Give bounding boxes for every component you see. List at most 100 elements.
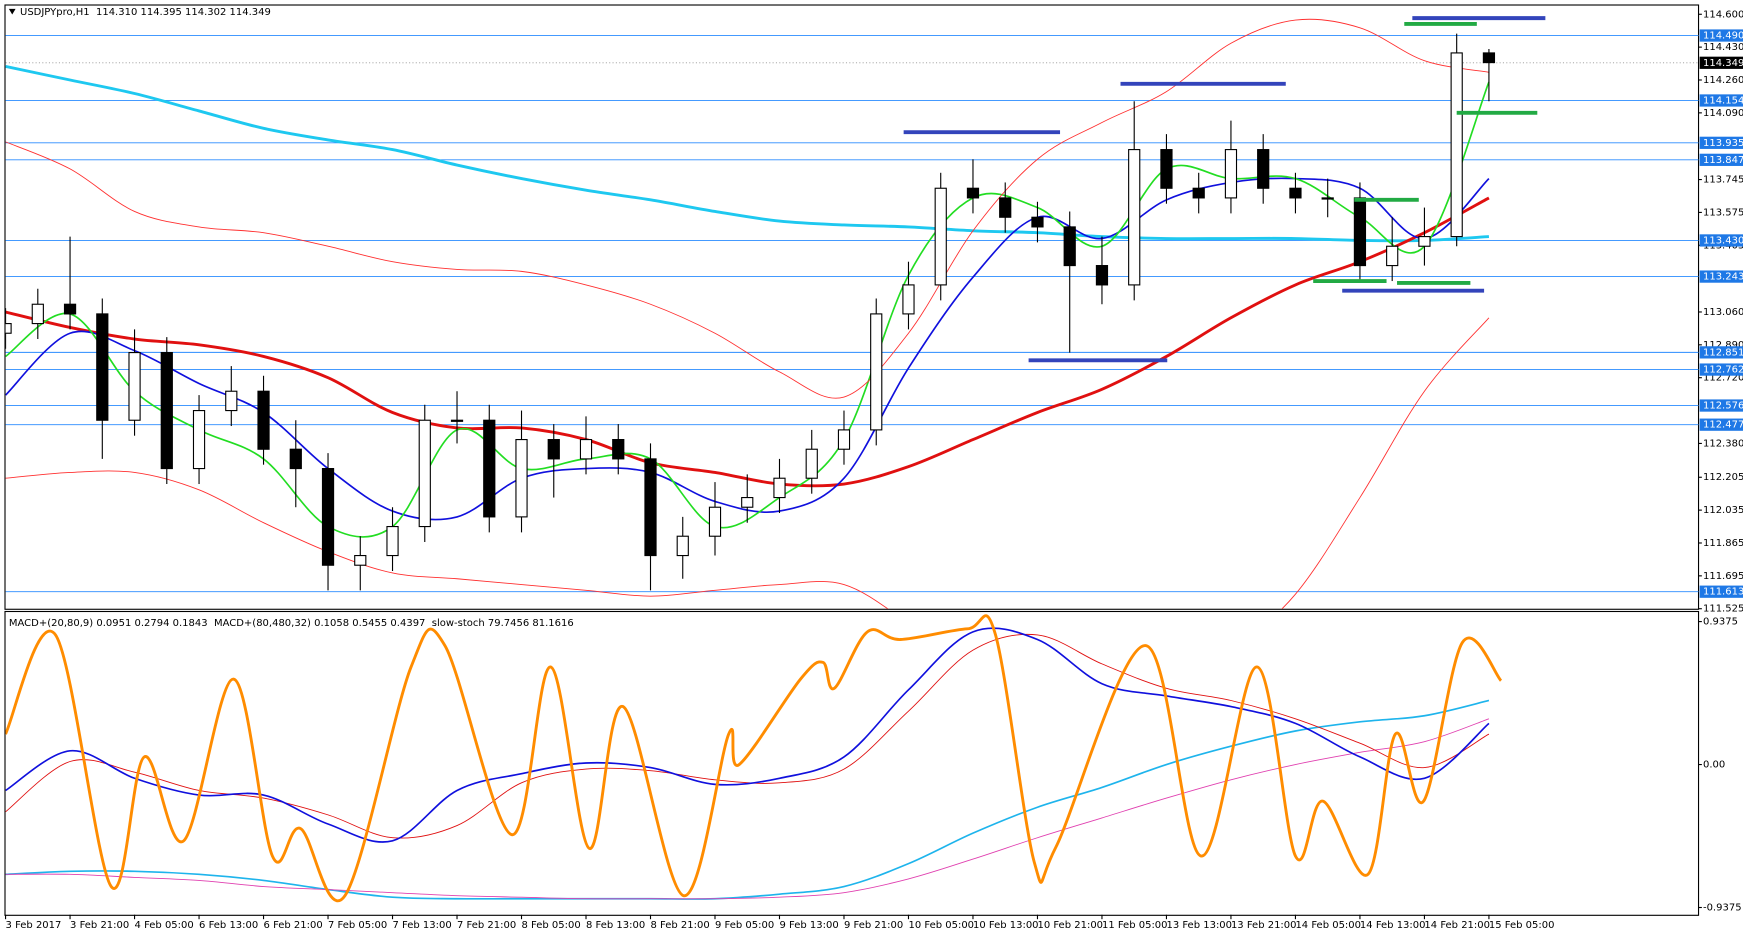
- level-tag: [1699, 399, 1743, 412]
- candle-body: [644, 458, 657, 557]
- candle-body: [1450, 52, 1463, 238]
- current-price-label: 114.349: [1703, 58, 1743, 69]
- x-tick-label: 6 Feb 21:00: [264, 920, 323, 931]
- x-tick-label: 13 Feb 21:00: [1231, 920, 1297, 931]
- candle-body: [483, 419, 496, 518]
- candle-body: [612, 439, 625, 460]
- level-label: 113.243: [1703, 272, 1743, 283]
- x-tick-label: 15 Feb 05:00: [1489, 920, 1555, 931]
- indicator-header: MACD+(20,80,9) 0.0951 0.2794 0.1843 MACD…: [9, 618, 574, 629]
- y-tick-label: 114.090: [1703, 108, 1743, 119]
- candle-body: [837, 429, 851, 450]
- candle-body: [5, 323, 12, 334]
- price-header: USDJPYpro,H1 114.310 114.395 114.302 114…: [20, 7, 271, 18]
- candle-body: [579, 439, 593, 460]
- y-tick-label: 0.9375: [1703, 617, 1738, 628]
- level-label: 113.847: [1703, 155, 1743, 166]
- x-tick-label: 7 Feb 13:00: [393, 920, 452, 931]
- candle-body: [418, 419, 431, 528]
- candle-body: [257, 390, 270, 450]
- level-tag: [1699, 94, 1743, 107]
- y-tick-label: -0.9375: [1703, 902, 1742, 913]
- candle-body: [321, 468, 335, 566]
- candle-body: [1160, 149, 1173, 189]
- y-tick-label: 0.00: [1703, 760, 1725, 771]
- x-tick-label: 11 Feb 05:00: [1102, 920, 1168, 931]
- y-tick-label: 112.035: [1703, 505, 1743, 516]
- level-label: 113.935: [1703, 138, 1743, 149]
- candle-body: [1128, 149, 1141, 286]
- candle-body: [1257, 149, 1270, 189]
- menu-arrow[interactable]: [8, 8, 16, 15]
- y-tick-label: 113.575: [1703, 207, 1743, 218]
- level-label: 114.154: [1703, 95, 1743, 106]
- level-tag: [1699, 363, 1743, 376]
- x-tick-label: 10 Feb 21:00: [1037, 920, 1103, 931]
- candle-body: [902, 284, 915, 315]
- level-tag: [1699, 234, 1743, 247]
- candle-body: [63, 303, 77, 315]
- level-tag: [1699, 585, 1743, 598]
- x-tick-label: 9 Feb 05:00: [715, 920, 774, 931]
- candle-body: [515, 439, 528, 518]
- candle-body: [1063, 226, 1076, 267]
- y-tick-label: 112.890: [1703, 340, 1743, 351]
- candle-body: [128, 352, 141, 421]
- candle-body: [31, 303, 44, 325]
- candle-body: [547, 439, 560, 460]
- candle-body: [1289, 187, 1302, 199]
- x-tick-label: 10 Feb 05:00: [908, 920, 974, 931]
- x-tick-label: 6 Feb 13:00: [199, 920, 258, 931]
- candle-body: [225, 390, 238, 412]
- candle-body: [96, 313, 109, 421]
- candle-body: [999, 197, 1012, 218]
- candle-body: [741, 497, 754, 508]
- x-tick-label: 8 Feb 21:00: [651, 920, 710, 931]
- x-tick-label: 9 Feb 21:00: [844, 920, 903, 931]
- indicator-line: [5, 18, 1490, 399]
- level-tag: [1699, 346, 1743, 359]
- y-tick-label: 114.430: [1703, 42, 1743, 53]
- indicator-line: [5, 317, 1490, 609]
- candle-body: [386, 525, 399, 557]
- current-price-tag: [1699, 56, 1743, 69]
- y-tick-label: 114.600: [1703, 9, 1743, 20]
- x-tick-label: 4 Feb 05:00: [135, 920, 194, 931]
- candle-body: [708, 506, 722, 537]
- candle-body: [450, 419, 464, 422]
- x-tick-label: 14 Feb 05:00: [1295, 920, 1361, 931]
- candle-body: [1224, 149, 1238, 199]
- level-label: 112.576: [1703, 401, 1743, 412]
- indicator-line: [5, 627, 1490, 843]
- level-label: 113.430: [1703, 235, 1743, 246]
- candle-body: [966, 187, 980, 199]
- y-tick-label: 112.380: [1703, 438, 1743, 449]
- axes: 114.600 114.430 114.260 114.090 113.745 113.5…: [5, 9, 1743, 931]
- indicator-line: [5, 614, 1503, 902]
- level-tag: [1699, 153, 1743, 166]
- level-tag: [1699, 270, 1743, 283]
- price-plot: [5, 16, 1699, 609]
- candle-body: [1418, 236, 1431, 247]
- level-tag: [1699, 29, 1743, 42]
- indicator-panel-frame: [4, 610, 1700, 916]
- candle-body: [1192, 187, 1205, 199]
- candle-body: [1482, 52, 1496, 64]
- y-tick-label: 112.205: [1703, 472, 1743, 483]
- x-tick-label: 3 Feb 2017: [6, 920, 62, 931]
- y-tick-label: 111.525: [1703, 604, 1743, 615]
- indicator-line: [5, 65, 1490, 243]
- y-tick-label: 112.720: [1703, 373, 1743, 384]
- x-tick-label: 14 Feb 21:00: [1424, 920, 1490, 931]
- candle-body: [1353, 197, 1367, 267]
- level-label: 114.490: [1703, 31, 1743, 42]
- x-tick-label: 9 Feb 13:00: [779, 920, 838, 931]
- level-label: 112.477: [1703, 420, 1743, 431]
- y-tick-label: 113.060: [1703, 307, 1743, 318]
- indicator-line: [5, 699, 1490, 900]
- x-tick-label: 14 Feb 13:00: [1360, 920, 1426, 931]
- y-tick-label: 111.695: [1703, 571, 1743, 582]
- candle-body: [1321, 197, 1334, 200]
- x-tick-label: 7 Feb 05:00: [328, 920, 387, 931]
- level-tag: [1699, 136, 1743, 149]
